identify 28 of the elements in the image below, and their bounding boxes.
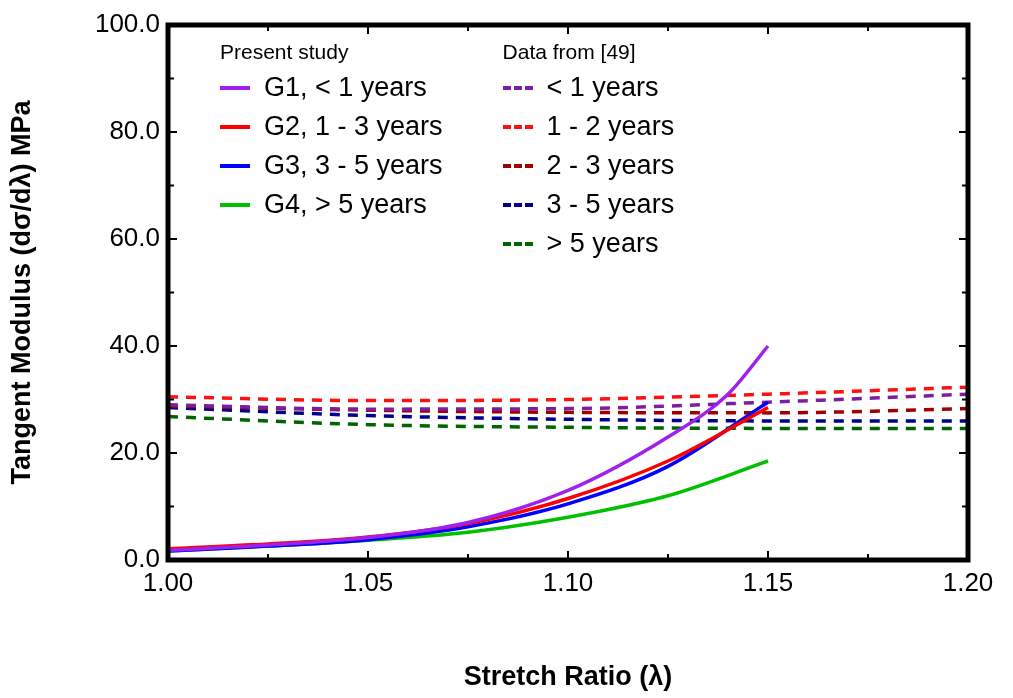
legend-label: G1, < 1 years — [264, 72, 427, 103]
line-series — [168, 414, 968, 431]
legend-label: > 5 years — [546, 228, 659, 259]
line-series — [168, 344, 770, 553]
legend-label: G4, > 5 years — [264, 189, 427, 220]
y-tick-label: 80.0 — [109, 115, 160, 146]
x-axis-title: Stretch Ratio (λ) — [463, 661, 673, 692]
legend-title: Present study — [220, 40, 350, 64]
legend-label: 2 - 3 years — [546, 150, 675, 181]
legend-label: 3 - 5 years — [546, 189, 675, 220]
y-tick-label: 100.0 — [94, 8, 160, 39]
legend-label: G3, 3 - 5 years — [264, 150, 443, 181]
y-tick-label: 60.0 — [109, 222, 160, 253]
x-tick-label: 1.20 — [942, 566, 994, 597]
x-tick-label: 1.15 — [742, 566, 794, 597]
line-series — [168, 405, 968, 423]
y-tick-label: 20.0 — [109, 436, 160, 467]
line-series — [168, 385, 968, 403]
line-series — [168, 392, 968, 411]
x-tick-label: 1.10 — [542, 566, 594, 597]
x-tick-label: 1.05 — [342, 566, 394, 597]
annotation: Data from [49] — [502, 40, 637, 64]
y-tick-label: 40.0 — [109, 329, 160, 360]
legend-label: < 1 years — [546, 72, 659, 103]
legend-label: 1 - 2 years — [546, 111, 675, 142]
y-axis-title: Tangent Modulus (dσ/dλ) MPa — [5, 99, 36, 485]
legend-label: G2, 1 - 3 years — [264, 111, 443, 142]
line-series — [168, 404, 968, 415]
